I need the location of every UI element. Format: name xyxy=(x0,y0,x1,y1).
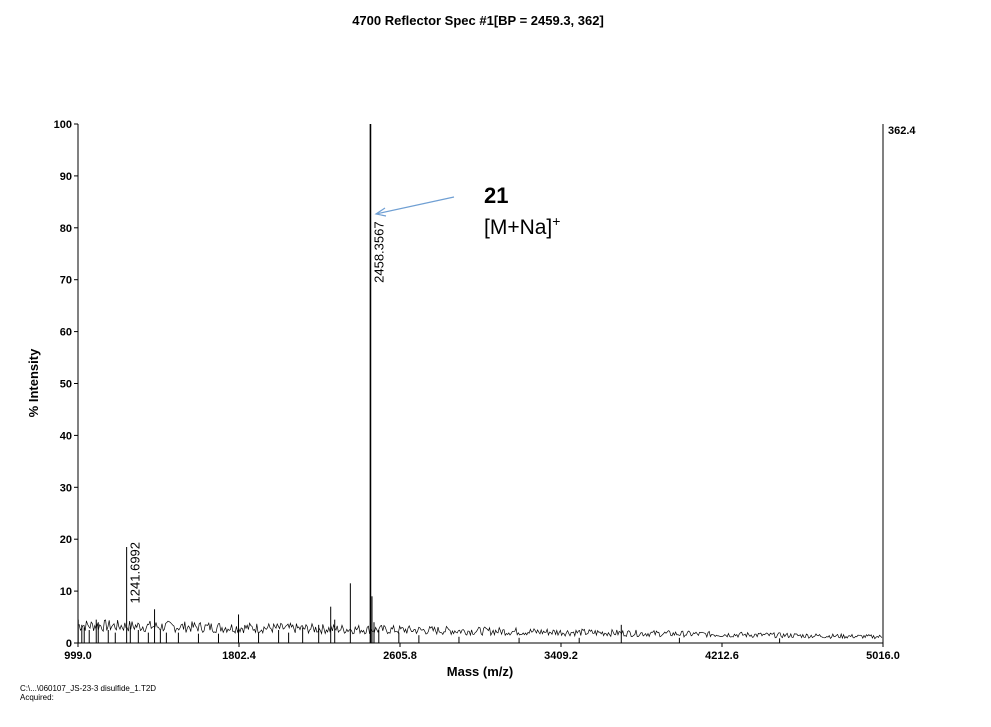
x-tick-label: 5016.0 xyxy=(866,650,900,662)
noise-baseline xyxy=(77,619,883,643)
y-tick-label: 10 xyxy=(60,586,72,598)
chart-title: 4700 Reflector Spec #1[BP = 2459.3, 362] xyxy=(352,13,604,28)
ion-formula: [M+Na]+ xyxy=(484,213,560,239)
peak-label: 2458.3567 xyxy=(371,221,386,282)
y-tick-label: 30 xyxy=(60,482,72,494)
peaks xyxy=(77,124,781,643)
y-tick-label: 0 xyxy=(66,638,72,650)
y-tick-label: 100 xyxy=(54,119,72,131)
compound-number: 21 xyxy=(484,183,508,208)
x-ticks: 999.0 1802.4 2605.8 3409.2 4212.6 5016.0 xyxy=(64,643,900,662)
y-axis-label: % Intensity xyxy=(26,348,41,417)
ion-charge: + xyxy=(552,213,560,229)
x-axis-label: Mass (m/z) xyxy=(447,664,513,679)
y-tick-label: 80 xyxy=(60,223,72,235)
acquired-label: Acquired: xyxy=(20,693,54,702)
y-tick-label: 90 xyxy=(60,171,72,183)
peak-labels: 1241.6992 2458.3567 xyxy=(128,221,387,603)
file-path: C:\...\060107_JS-23-3 disulfide_1.T2D xyxy=(20,684,156,693)
ion-annotation: 21 [M+Na]+ xyxy=(374,183,560,239)
y-tick-label: 50 xyxy=(60,379,72,391)
baseline-trace xyxy=(77,619,883,643)
ion-formula-base: [M+Na] xyxy=(484,216,552,239)
y-tick-label: 70 xyxy=(60,275,72,287)
annotation-arrow xyxy=(375,196,455,215)
annotation-arrowhead xyxy=(374,207,387,217)
x-tick-label: 1802.4 xyxy=(222,650,257,662)
axes xyxy=(77,124,884,644)
x-tick-label: 4212.6 xyxy=(705,650,739,662)
y-tick-label: 40 xyxy=(60,430,72,442)
x-tick-label: 3409.2 xyxy=(544,650,578,662)
peak-label: 1241.6992 xyxy=(128,542,143,603)
max-intensity-label: 362.4 xyxy=(888,125,916,137)
y-tick-label: 60 xyxy=(60,327,72,339)
y-ticks: 0 10 20 30 40 50 60 70 80 90 100 xyxy=(54,119,78,650)
y-tick-label: 20 xyxy=(60,534,72,546)
x-tick-label: 2605.8 xyxy=(383,650,417,662)
x-tick-label: 999.0 xyxy=(64,650,92,662)
